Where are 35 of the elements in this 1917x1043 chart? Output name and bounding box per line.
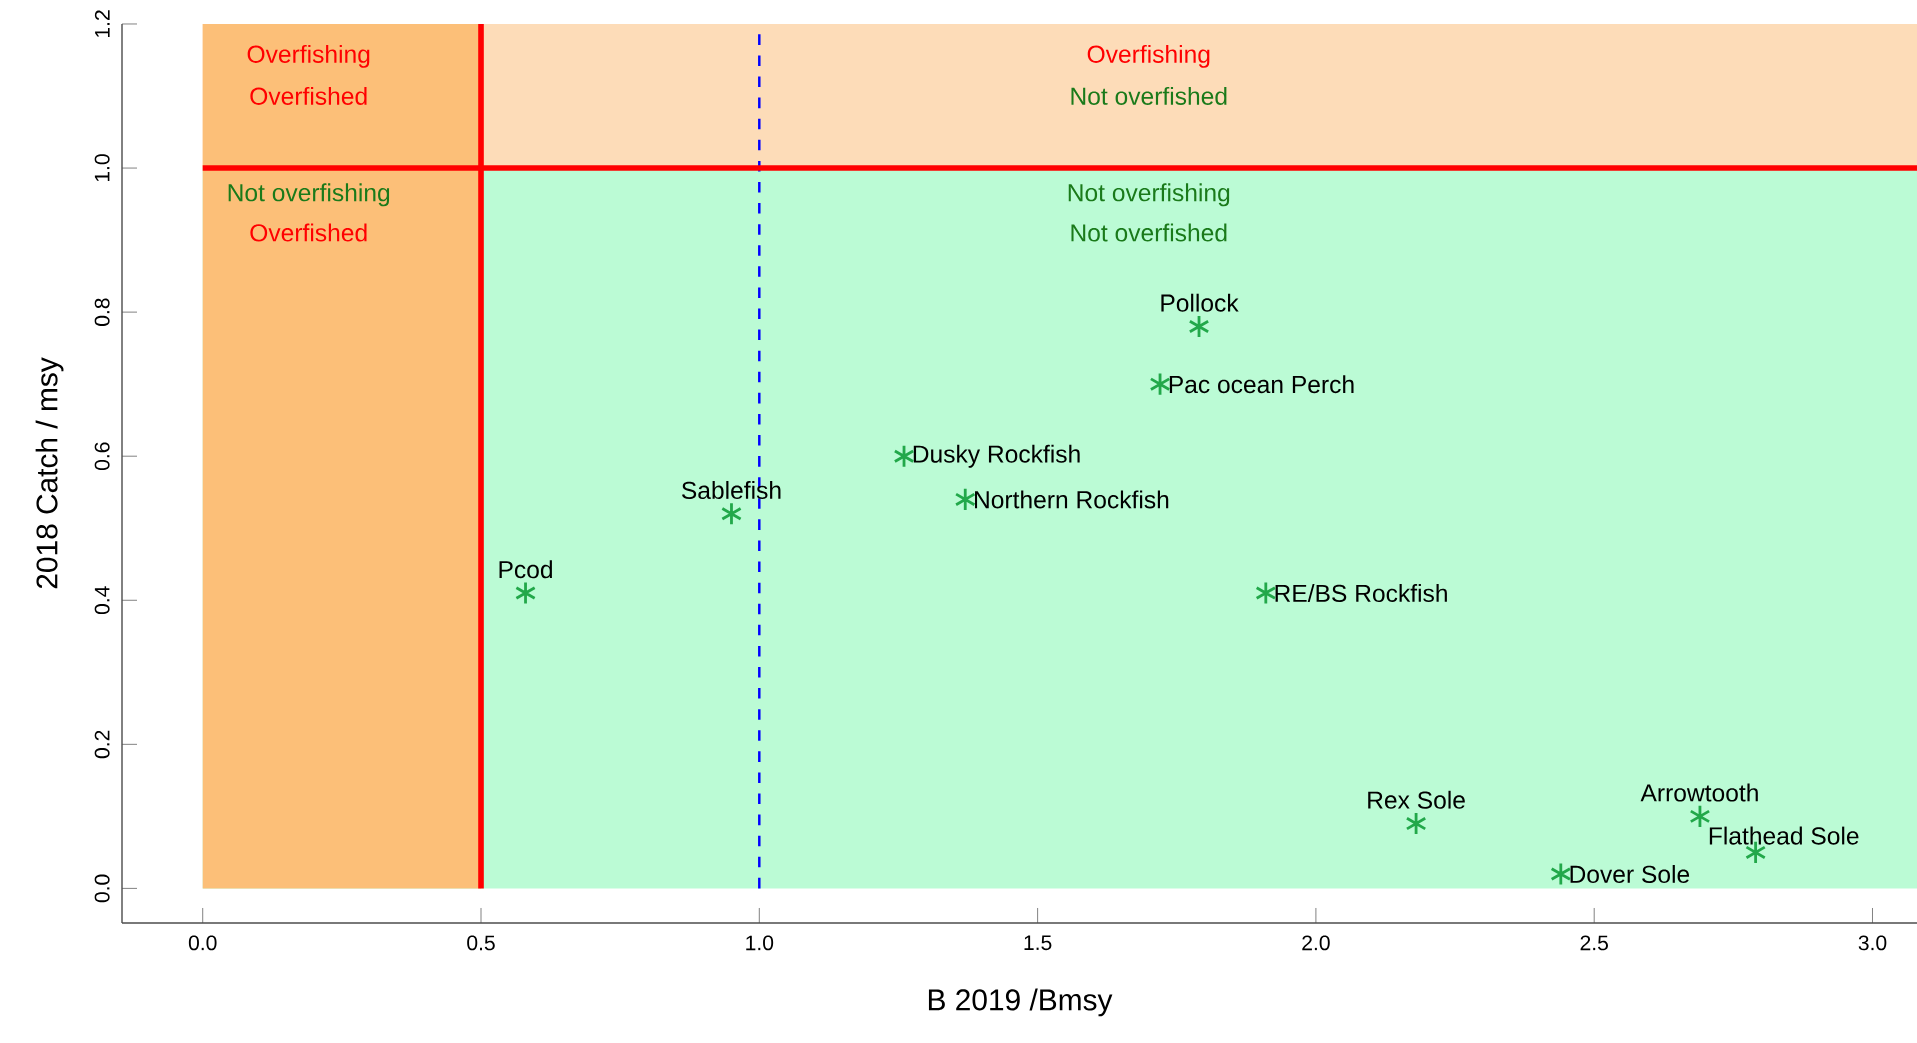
annotation: Pcod: [499, 560, 552, 579]
x-tick-label: 0.5: [467, 935, 495, 951]
x-tick-label: 1.5: [1024, 935, 1052, 951]
annotation: Not overfishing: [1068, 183, 1230, 207]
x-tick-label: 3.0: [1858, 935, 1887, 951]
y-axis-title: 2018 Catch / msy: [35, 357, 64, 589]
annotation: Not overfishing: [228, 183, 390, 207]
x-tick-label: 1.0: [746, 935, 774, 951]
y-tick-label: 1.0: [94, 154, 110, 182]
y-tick-label: 0.4: [94, 586, 110, 615]
annotation: Arrowtooth: [1640, 783, 1758, 802]
y-tick-label: 0.8: [94, 298, 110, 326]
annotation: Pollock: [1161, 293, 1239, 312]
annotation: Pac ocean Perch: [1169, 375, 1354, 394]
x-tick-label: 2.5: [1580, 935, 1608, 951]
x-tick-label: 2.0: [1302, 935, 1330, 951]
annotation: Northern Rockfish: [975, 490, 1169, 509]
y-tick-label: 0.2: [94, 730, 110, 759]
y-tick-label: 0.6: [94, 442, 110, 471]
annotation: Flathead Sole: [1709, 826, 1859, 845]
x-tick-label: 0.0: [188, 935, 217, 951]
annotation: Not overfished: [1071, 86, 1227, 105]
annotation: Overfishing: [1087, 44, 1210, 68]
annotation: Sablefish: [681, 481, 781, 500]
annotation: Overfished: [250, 223, 367, 242]
annotation: Dusky Rockfish: [913, 444, 1080, 468]
annotation: RE/BS Rockfish: [1275, 584, 1447, 603]
y-tick-label: 0.0: [94, 874, 110, 903]
annotation: Not overfished: [1071, 223, 1227, 242]
x-axis-title: B 2019 /Bmsy: [928, 988, 1113, 1017]
annotation: Overfished: [250, 86, 367, 105]
annotation: Rex Sole: [1368, 790, 1465, 809]
annotation: Dover Sole: [1570, 864, 1690, 884]
annotation: Overfishing: [247, 44, 370, 68]
y-tick-label: 1.2: [94, 10, 110, 38]
